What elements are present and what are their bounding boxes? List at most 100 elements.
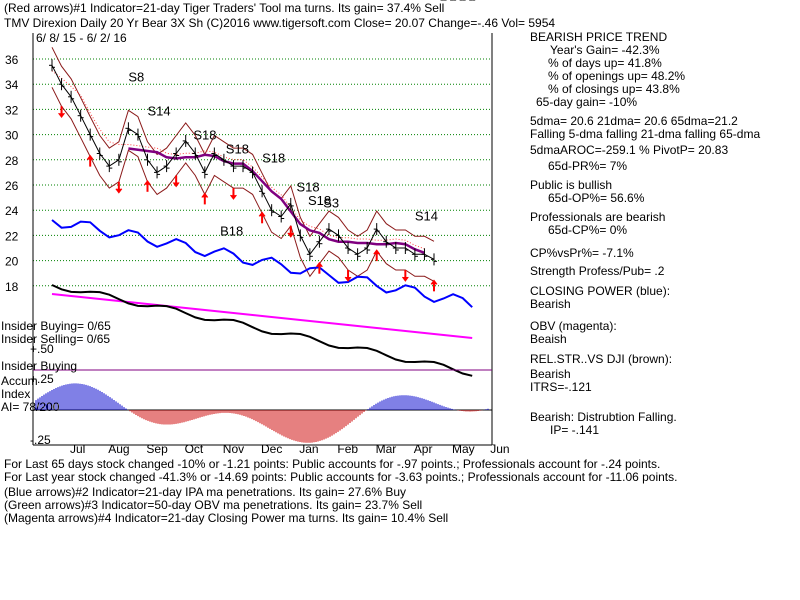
ai-value: AI= 78/200 (1, 400, 60, 414)
price-line (51, 65, 435, 260)
closing-power-status: Bearish (530, 297, 571, 311)
signal-label: S18 (296, 179, 319, 194)
signal-label: S18 (262, 150, 285, 165)
price-bars (49, 0, 476, 266)
month-tick-label: Oct (185, 442, 204, 456)
strength: Strength Profess/Pub= .2 (530, 264, 665, 278)
trend-title: BEARISH PRICE TREND (530, 30, 668, 44)
bottom-line1: For Last 65 days stock changed -10% or -… (4, 457, 661, 471)
years-gain: Year's Gain= -42.3% (550, 43, 660, 57)
month-tick-label: Jan (299, 442, 318, 456)
red-arrow-head (430, 279, 438, 285)
bottom-line5: (Magenta arrows)#4 Indicator=21-day Clos… (4, 511, 449, 525)
cp65: 65d-CP%= 0% (548, 223, 628, 237)
pct-closings-up: % of closings up= 43.8% (548, 82, 680, 96)
pct-openings-up: % of openings up= 48.2% (548, 69, 686, 83)
month-tick-label: Dec (261, 442, 282, 456)
month-axis-ticks: Jul Aug Sep Oct Nov Dec Jan Feb Mar Apr May Jun (70, 442, 510, 456)
dma-status: Falling 5-dma falling 21-dma falling 65-… (530, 127, 761, 141)
red-arrow-head (58, 112, 65, 119)
red-arrow-head (115, 188, 123, 194)
obv-status: Beaish (530, 332, 567, 346)
price-tick-label: 24 (5, 204, 19, 218)
insider-buying: Insider Buying= 0/65 (1, 319, 111, 333)
header-line2: TMV Direxion Daily 20 Yr Bear 3X Sh (C)2… (4, 16, 556, 30)
accum-status: Bearish: Distrubtion Falling. (530, 410, 677, 424)
pct-days-up: % of days up= 41.8% (548, 56, 662, 70)
bottom-line2: For Last year stock changed -41.3% or -1… (4, 470, 678, 484)
price-axis-ticks: 36 34 32 30 28 26 24 22 20 18 (5, 53, 19, 294)
lower-band (51, 87, 435, 282)
signal-label: S14 (415, 208, 438, 223)
signal-label: S3 (323, 196, 339, 211)
insider-selling: Insider Selling= 0/65 (1, 332, 111, 346)
price-grid (32, 33, 493, 446)
accumulation-index (33, 383, 492, 443)
signal-label: S18 (226, 142, 249, 157)
op65: 65d-OP%= 56.6% (548, 191, 645, 205)
red-arrow-head (258, 211, 266, 217)
indicator-lines (33, 70, 492, 377)
month-tick-label: Aug (108, 442, 129, 456)
price-tick-label: 18 (5, 280, 19, 294)
signal-arrows (58, 0, 438, 292)
month-tick-label: Mar (376, 442, 397, 456)
aroc: 5dmaAROC=-259.1 % PivotP= 20.83 (530, 143, 729, 157)
relstr-title: REL.STR..VS DJI (brown): (530, 352, 673, 366)
price-tick-label: 20 (5, 255, 19, 269)
price-tick-label: 22 (5, 229, 19, 243)
red-arrow-head (230, 194, 237, 200)
bottom-line3: (Blue arrows)#2 Indicator=21-day IPA ma … (4, 485, 406, 499)
red-arrow-head (201, 192, 209, 198)
price-tick-label: 36 (5, 53, 19, 67)
signal-label: S14 (148, 104, 171, 119)
red-arrow-head (172, 182, 180, 188)
month-tick-label: Jul (70, 442, 85, 456)
price-tick-label: 26 (5, 179, 19, 193)
professionals-status: Professionals are bearish (530, 210, 666, 224)
closing-power-line (51, 219, 473, 308)
signal-label: S8 (128, 70, 144, 85)
red-arrow-head (86, 154, 94, 160)
month-tick-label: Sep (146, 442, 168, 456)
index-label: Index (1, 387, 31, 401)
red-arrow-head (287, 232, 295, 238)
ip-value: IP= -.141 (550, 423, 600, 437)
red-arrow-head (373, 249, 381, 255)
closing-power-title: CLOSING POWER (blue): (530, 284, 671, 298)
accum-plus50: +.50 (30, 342, 54, 356)
pr65: 65d-PR%= 7% (548, 159, 628, 173)
ma-dotted-line (51, 70, 425, 250)
month-tick-label: May (452, 442, 475, 456)
signal-label: B18 (220, 223, 243, 238)
red-arrow-head (316, 261, 323, 267)
month-tick-label: Apr (414, 442, 433, 456)
price-tick-label: 28 (5, 154, 19, 168)
price-tick-label: 34 (5, 78, 19, 92)
ma21-line (128, 147, 425, 254)
signal-label: S18 (193, 128, 216, 143)
price-tick-label: 32 (5, 103, 19, 117)
gain-65d: 65-day gain= -10% (536, 95, 638, 109)
accum-minus25: -.25 (30, 433, 51, 447)
month-tick-label: Jun (490, 442, 509, 456)
month-tick-label: Nov (223, 442, 244, 456)
price-tick-label: 30 (5, 129, 19, 143)
date-range: 6/ 8/ 15 - 6/ 2/ 16 (36, 31, 127, 45)
cp-vs-pr: CP%vsPr%= -7.1% (530, 246, 634, 260)
itrs: ITRS=-.121 (530, 380, 592, 394)
red-arrow-head (344, 276, 352, 282)
red-arrow-head (401, 276, 409, 282)
public-status: Public is bullish (530, 178, 613, 192)
header-line1: (Red arrows)#1 Indicator=21-day Tiger Tr… (4, 1, 445, 15)
bottom-line4: (Green arrows)#3 Indicator=50-day OBV ma… (4, 498, 423, 512)
accum-label: Accum (1, 374, 38, 388)
relstr-status: Bearish (530, 367, 571, 381)
accum-plus25: +.25 (30, 372, 54, 386)
relstr-line (51, 284, 473, 377)
month-tick-label: Feb (337, 442, 358, 456)
obv-title: OBV (magenta): (530, 319, 617, 333)
red-arrow-head (144, 179, 151, 186)
